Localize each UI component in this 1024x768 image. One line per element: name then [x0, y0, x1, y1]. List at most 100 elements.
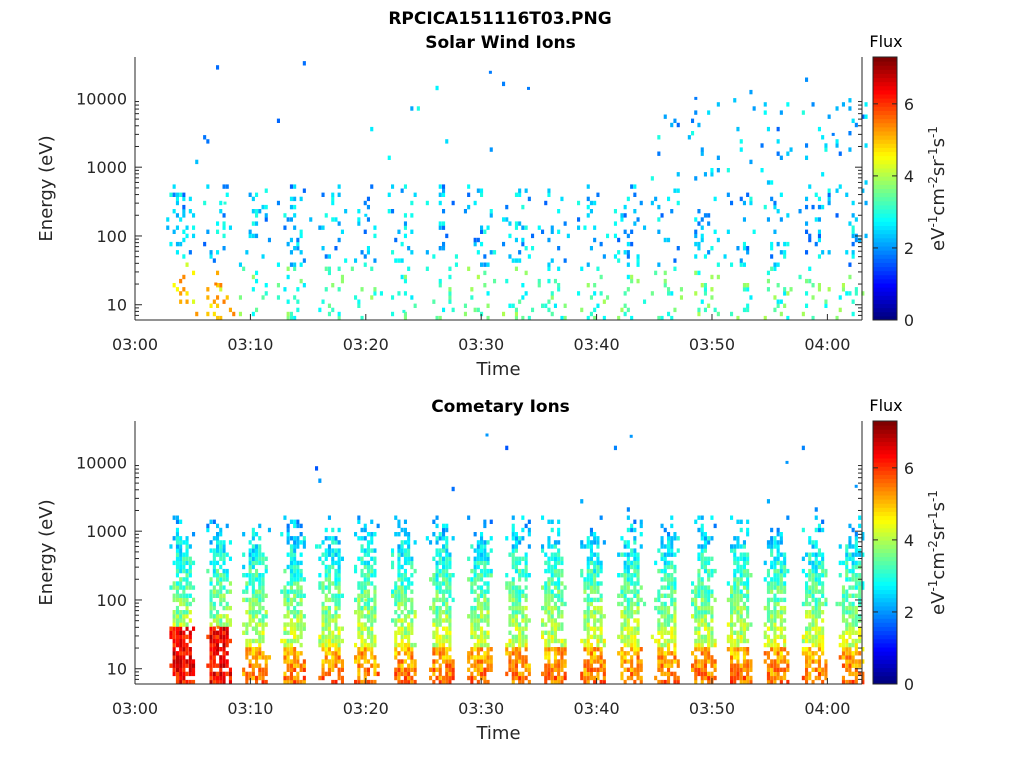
pixel — [296, 536, 300, 541]
pixel — [175, 196, 179, 202]
pixel — [586, 536, 590, 541]
pixel — [814, 675, 818, 681]
pixel — [700, 217, 704, 222]
pixel — [337, 192, 341, 197]
pixel — [251, 638, 255, 644]
pixel — [179, 626, 183, 631]
pixel — [293, 213, 297, 218]
colorbar-swatch — [873, 287, 897, 292]
pixel — [861, 659, 865, 664]
pixel — [403, 213, 407, 218]
pixel — [676, 246, 680, 251]
pixel — [710, 634, 714, 640]
pixel — [766, 626, 770, 631]
colorbar-swatch — [873, 679, 897, 685]
colorbar-swatch — [873, 585, 897, 590]
pixel — [553, 581, 557, 586]
pixel — [276, 118, 280, 123]
pixel — [776, 241, 780, 247]
pixel — [403, 675, 407, 681]
pixel — [613, 233, 617, 239]
pixel — [511, 589, 515, 594]
pixel — [286, 552, 290, 557]
colorbar-swatch — [873, 122, 897, 128]
pixel — [586, 622, 590, 627]
pixel — [518, 651, 522, 656]
pixel — [172, 630, 176, 635]
x-tick-label: 03:40 — [574, 699, 620, 718]
pixel — [766, 499, 770, 504]
pixel — [703, 254, 707, 259]
pixel — [841, 102, 845, 107]
pixel — [255, 221, 259, 226]
pixel — [264, 204, 268, 210]
pixel — [521, 315, 525, 321]
pixel — [821, 626, 825, 631]
pixel — [697, 614, 701, 619]
pixel — [454, 262, 458, 267]
pixel — [730, 311, 734, 317]
pixel — [483, 589, 487, 594]
pixel — [337, 540, 341, 545]
pixel — [673, 642, 677, 648]
pixel — [448, 552, 452, 557]
pixel — [403, 573, 407, 578]
pixel — [694, 597, 698, 603]
pixel — [435, 626, 439, 631]
pixel — [786, 102, 790, 107]
pixel — [845, 618, 849, 623]
data-point — [214, 282, 218, 286]
pixel — [703, 548, 707, 553]
pixel — [691, 601, 695, 607]
pixel — [667, 544, 671, 549]
pixel — [251, 663, 255, 668]
pixel — [841, 593, 845, 598]
pixel — [360, 593, 364, 598]
pixel — [524, 614, 528, 619]
pixel — [560, 568, 564, 574]
pixel — [299, 593, 303, 598]
pixel — [476, 634, 480, 640]
figure-title: RPCICA151116T03.PNG — [388, 9, 611, 29]
pixel — [407, 630, 411, 635]
pixel — [827, 196, 831, 202]
pixel — [511, 544, 515, 549]
pixel — [557, 519, 561, 524]
pixel — [410, 675, 414, 681]
pixel — [851, 556, 855, 561]
colorbar-tick-label: 4 — [904, 167, 914, 186]
pixel — [811, 573, 815, 578]
pixel — [636, 573, 640, 578]
pixel — [337, 593, 341, 598]
pixel — [296, 671, 300, 677]
pixel — [192, 225, 196, 230]
pixel — [508, 614, 512, 619]
pixel — [776, 299, 780, 304]
pixel — [432, 254, 436, 259]
pixel — [438, 614, 442, 619]
pixel — [553, 634, 557, 640]
pixel — [296, 237, 300, 243]
pixel — [623, 564, 627, 570]
pixel — [179, 552, 183, 557]
pixel — [245, 651, 249, 656]
pixel — [848, 536, 852, 541]
pixel — [251, 560, 255, 566]
pixel — [801, 638, 805, 644]
pixel — [225, 614, 229, 619]
colorbar-swatch — [873, 278, 897, 284]
pixel — [327, 614, 331, 619]
pixel — [636, 610, 640, 615]
pixel — [760, 143, 764, 148]
pixel — [228, 540, 232, 545]
pixel — [726, 634, 730, 640]
pixel — [593, 655, 597, 660]
pixel — [327, 548, 331, 553]
pixel — [179, 651, 183, 656]
pixel — [209, 659, 213, 664]
pixel — [670, 209, 674, 214]
pixel — [185, 299, 189, 304]
pixel — [586, 638, 590, 644]
pixel — [848, 262, 852, 267]
pixel — [560, 647, 564, 652]
